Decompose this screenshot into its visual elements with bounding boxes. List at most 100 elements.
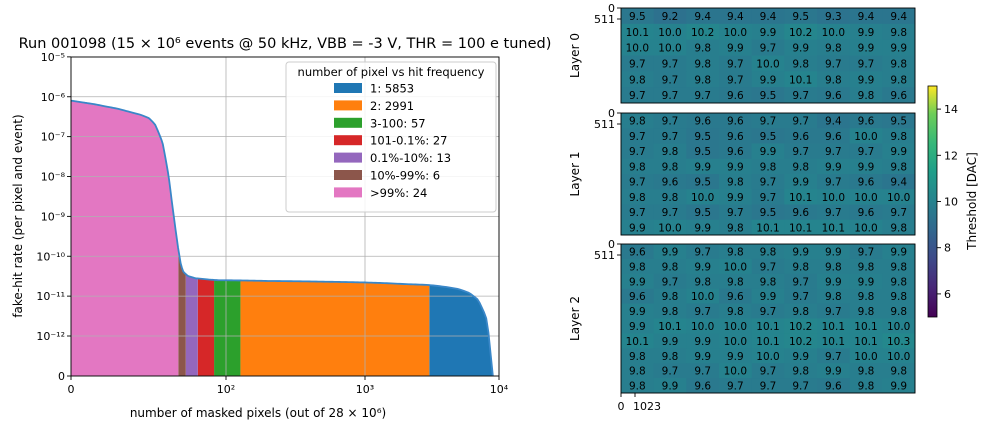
cell-value: 10.0 <box>724 366 747 378</box>
heatmap-cell <box>719 189 753 205</box>
cell-value: 10.1 <box>822 222 845 234</box>
heatmap-cell <box>686 258 720 275</box>
cell-value: 9.4 <box>694 11 711 23</box>
cell-value: 9.8 <box>890 27 907 39</box>
cell-value: 9.7 <box>792 90 809 102</box>
cell-value: 10.0 <box>854 351 877 363</box>
cell-value: 9.9 <box>890 381 907 393</box>
heatmap-cell <box>719 128 753 144</box>
heatmap-cell <box>849 55 883 72</box>
cell-value: 9.7 <box>662 116 679 128</box>
x-axis-label: number of masked pixels (out of 28 × 10⁶… <box>130 406 386 420</box>
heatmap-cell <box>882 363 916 379</box>
cell-value: 9.8 <box>662 161 679 173</box>
heatmap-cell <box>621 55 655 72</box>
y-axis-ticks: 0 10⁻¹² 10⁻¹¹ 10⁻¹⁰ 10⁻⁹ 10⁻⁸ 10⁻⁷ 10⁻⁶ 10⁻⁵ <box>36 51 71 383</box>
cell-value: 9.9 <box>727 161 744 173</box>
cell-value: 9.8 <box>629 116 646 128</box>
cell-value: 9.6 <box>858 177 875 189</box>
heatmap-cell <box>621 378 655 394</box>
heatmap-cell <box>817 333 851 349</box>
heatmap-cell <box>621 348 655 364</box>
cell-value: 10.1 <box>789 222 812 234</box>
cell-value: 9.5 <box>694 177 711 189</box>
fake-hit-rate-curve <box>70 99 494 377</box>
cell-value: 9.7 <box>662 90 679 102</box>
cell-value: 9.9 <box>629 222 646 234</box>
cell-value: 9.7 <box>727 74 744 86</box>
legend-swatch <box>334 100 362 111</box>
cell-value: 9.7 <box>825 306 842 318</box>
cell-value: 10.2 <box>789 27 812 39</box>
area-fills <box>71 100 493 377</box>
cell-value: 9.8 <box>727 276 744 288</box>
heatmap-cell <box>784 318 818 334</box>
heatmap-cell <box>882 318 916 334</box>
cell-value: 9.9 <box>890 246 907 258</box>
cell-value: 10.0 <box>724 27 747 39</box>
cell-value: 10.0 <box>887 321 910 333</box>
cell-value: 9.7 <box>760 43 777 55</box>
heatmap-cell <box>882 174 916 190</box>
cell-value: 9.7 <box>629 146 646 158</box>
heatmap-cell <box>621 204 655 221</box>
cell-value: 9.8 <box>890 58 907 70</box>
heatmap-cell <box>849 174 883 190</box>
fake-hit-rate-chart: Run 001098 (15 × 10⁶ events @ 50 kHz, VB… <box>11 36 551 420</box>
heatmap-cell <box>849 143 883 160</box>
cell-value: 9.8 <box>760 161 777 173</box>
threshold-heatmaps: 9.5 9.2 9.4 9.4 9.4 9.5 9.3 9.4 9.4 10.1 10.0 10.2 1… <box>568 2 979 413</box>
heatmap-cell <box>653 219 687 236</box>
heatmap-cell <box>719 55 753 72</box>
cell-value: 10.0 <box>887 192 910 204</box>
heatmap-cell <box>686 23 720 41</box>
cell-value: 9.9 <box>825 246 842 258</box>
cell-value: 10.0 <box>626 43 649 55</box>
heatmap-cell <box>882 128 916 144</box>
heatmap-cell <box>784 288 818 304</box>
cell-value: 10.1 <box>822 336 845 348</box>
colorbar-tick-label: 12 <box>944 149 958 162</box>
heatmap-cell <box>719 288 753 304</box>
cell-value: 9.7 <box>825 351 842 363</box>
cell-value: 9.8 <box>694 74 711 86</box>
cell-value: 9.7 <box>629 131 646 143</box>
cell-value: 10.1 <box>756 336 779 348</box>
colorbar-tick-label: 8 <box>944 242 951 255</box>
heatmap-cell <box>686 333 720 349</box>
heatmap-cell <box>621 23 655 41</box>
cell-value: 9.7 <box>760 381 777 393</box>
cell-value: 9.5 <box>760 131 777 143</box>
cell-value: 10.0 <box>724 321 747 333</box>
heatmap-panel-layer-2: 9.6 9.9 9.7 9.8 9.8 9.9 9.9 9.7 9.9 9.8 9.8 9.9 10.0… <box>568 238 916 394</box>
cell-value: 9.5 <box>629 11 646 23</box>
panel-frame <box>620 243 916 394</box>
cell-value: 9.9 <box>760 291 777 303</box>
heatmap-cell <box>849 288 883 304</box>
heatmap-cell <box>751 318 785 334</box>
cell-value: 9.6 <box>629 291 646 303</box>
heatmap-cell <box>849 128 883 144</box>
heatmap-cell <box>621 39 655 56</box>
legend-swatch <box>334 117 362 128</box>
cell-value: 9.6 <box>727 116 744 128</box>
cell-value: 9.7 <box>662 276 679 288</box>
heatmap-cell <box>686 174 720 190</box>
cell-value: 9.8 <box>825 261 842 273</box>
cell-value: 9.9 <box>792 177 809 189</box>
heatmap-x-ticks: 0 1023 <box>618 393 661 413</box>
heatmap-cell <box>882 378 916 394</box>
panel-frame <box>620 7 916 104</box>
cell-value: 10.1 <box>854 336 877 348</box>
heatmap-cell <box>882 39 916 56</box>
cell-value: 9.7 <box>792 381 809 393</box>
legend-entry: 3-100: 57 <box>370 116 426 130</box>
cell-value: 9.7 <box>858 146 875 158</box>
heatmap-cell <box>686 244 720 260</box>
x-tick-label: 10⁴ <box>490 383 509 396</box>
heatmap-cell <box>882 204 916 221</box>
heatmap-cell <box>784 333 818 349</box>
cell-value: 9.9 <box>727 351 744 363</box>
heatmap-cell <box>817 189 851 205</box>
cell-value: 9.6 <box>858 207 875 219</box>
